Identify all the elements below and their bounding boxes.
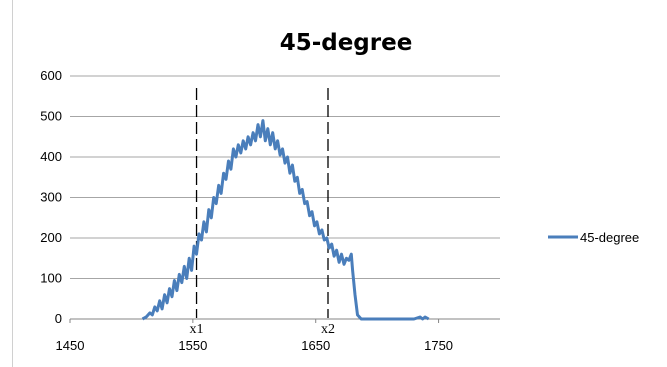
y-tick-label: 500: [40, 109, 62, 124]
x-tick-label: 1750: [424, 338, 453, 353]
marker-label: x1: [190, 322, 204, 337]
legend-label: 45-degree: [580, 230, 639, 245]
x-tick-label: 1550: [178, 338, 207, 353]
x-tick-label: 1450: [56, 338, 85, 353]
y-axis-ticks: 0 100 200 300 400 500 600: [40, 68, 62, 326]
x-tick-label: 1650: [301, 338, 330, 353]
y-tick-label: 400: [40, 149, 62, 164]
annotations: x1 x2: [190, 88, 335, 337]
series-line-45-degree: [141, 119, 430, 321]
gridlines: [70, 75, 500, 320]
y-tick-label: 0: [55, 311, 62, 326]
series-layer: [141, 119, 430, 321]
frame-border: [12, 0, 13, 367]
x-axis-ticks: 1450 1550 1650 1750: [56, 319, 453, 353]
marker-label: x2: [321, 322, 335, 337]
legend: 45-degree: [548, 230, 639, 245]
y-tick-label: 200: [40, 230, 62, 245]
y-tick-label: 100: [40, 271, 62, 286]
y-tick-label: 600: [40, 68, 62, 83]
chart-title: 45-degree: [280, 30, 413, 56]
y-tick-label: 300: [40, 190, 62, 205]
